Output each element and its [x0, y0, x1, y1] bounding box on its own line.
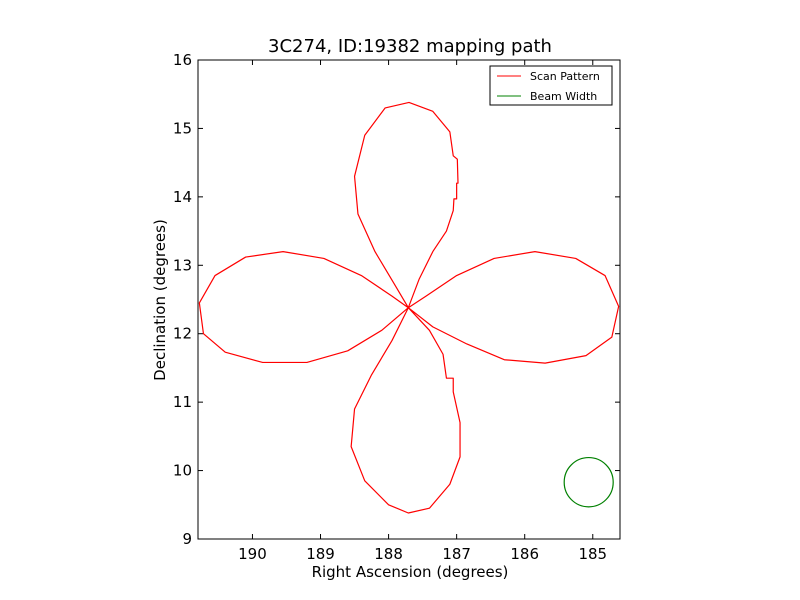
y-tick-label: 11: [173, 393, 192, 411]
y-tick-label: 9: [182, 530, 192, 548]
legend-label-beam-width: Beam Width: [530, 90, 597, 103]
y-axis-label: Declination (degrees): [151, 219, 169, 381]
y-tick-label: 16: [173, 51, 192, 69]
y-tick-label: 10: [173, 462, 192, 480]
y-axis: 9 10 11 12 13 14 15 16: [173, 51, 620, 548]
series-layer: [198, 101, 620, 514]
beam-width-circle: [563, 456, 614, 508]
chart-title: 3C274, ID:19382 mapping path: [268, 36, 552, 57]
x-tick-label: 186: [510, 545, 539, 563]
legend-box: [489, 65, 613, 106]
y-tick-label: 12: [173, 325, 192, 343]
plot-area: [197, 59, 621, 540]
x-tick-label: 185: [578, 545, 607, 563]
x-tick-label: 190: [238, 545, 267, 563]
x-tick-label: 189: [306, 545, 335, 563]
x-axis: 190 189 188 187 186 185: [238, 60, 607, 563]
y-tick-label: 14: [173, 188, 192, 206]
y-tick-label: 15: [173, 119, 192, 137]
legend: Scan Pattern Beam Width: [489, 65, 613, 106]
legend-label-scan-pattern: Scan Pattern: [530, 70, 600, 83]
x-axis-label: Right Ascension (degrees): [312, 563, 509, 581]
scan-pattern-line: [198, 101, 620, 514]
x-tick-label: 187: [442, 545, 471, 563]
y-tick-label: 13: [173, 256, 192, 274]
x-tick-label: 188: [374, 545, 403, 563]
